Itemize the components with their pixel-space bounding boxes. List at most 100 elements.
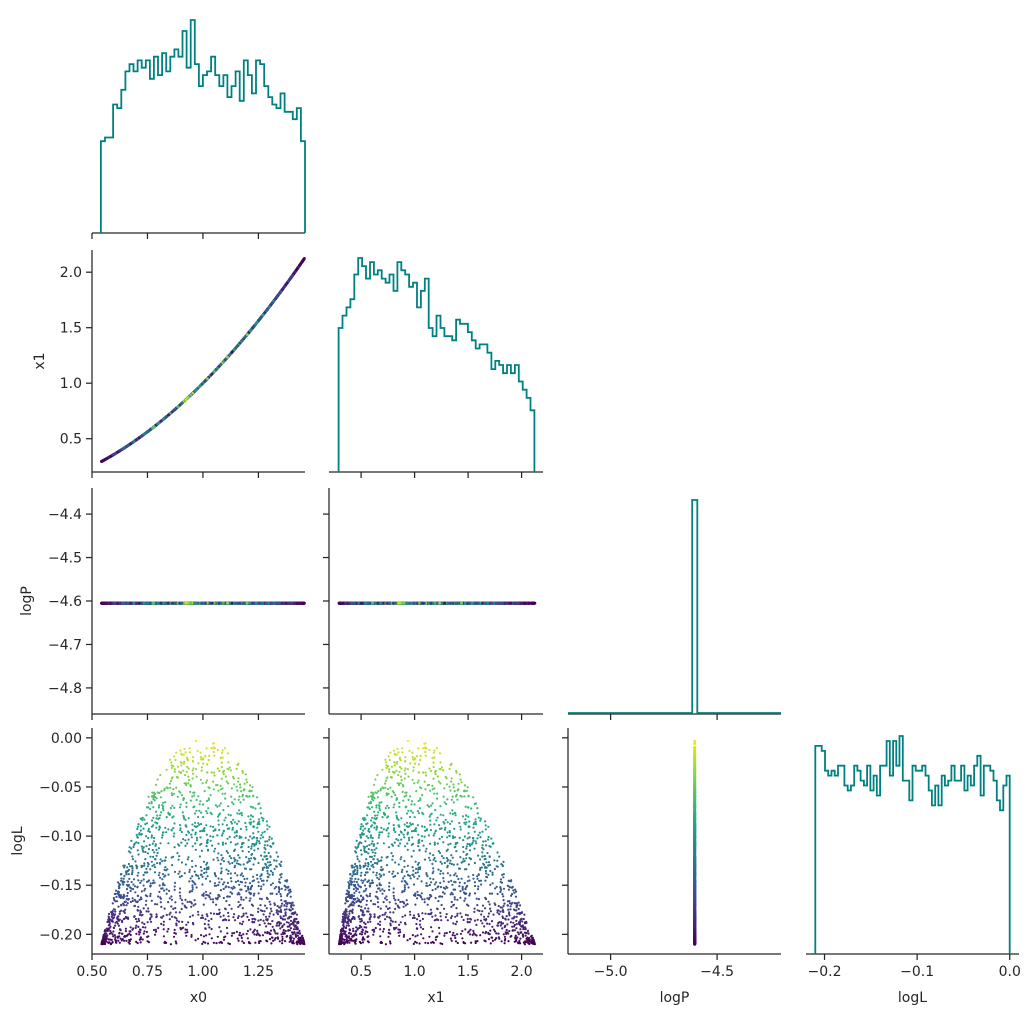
axes-logL-vs-x0	[91, 728, 305, 955]
scatter-point	[193, 389, 197, 393]
scatter-point	[209, 373, 213, 377]
scatter-point	[159, 601, 163, 605]
scatter-point	[167, 601, 170, 605]
scatter-point	[238, 601, 242, 605]
scatter-point	[121, 601, 125, 605]
scatter-point	[293, 601, 297, 605]
scatter-point	[204, 379, 208, 382]
scatter-point	[222, 601, 225, 605]
scatter-point	[252, 601, 256, 605]
scatter-point	[257, 601, 260, 605]
scatter-point	[270, 601, 274, 605]
scatter-point	[142, 433, 146, 436]
scatter-point	[156, 601, 160, 605]
scatter-point	[132, 440, 136, 443]
scatter-point	[282, 601, 286, 605]
scatter-point	[105, 457, 109, 460]
scatter-point	[105, 601, 109, 605]
scatter-point	[159, 419, 163, 423]
scatter-point	[193, 601, 197, 605]
scatter-point	[234, 346, 238, 350]
scatter-point	[201, 382, 204, 386]
axes-layer	[86, 232, 1019, 960]
scatter-point	[180, 601, 184, 605]
scatter-point	[228, 353, 232, 357]
scatter-point	[137, 436, 141, 440]
scatter-point	[230, 350, 234, 354]
scatter-point	[243, 336, 246, 340]
scatter-point	[248, 329, 252, 333]
scatter-point	[259, 601, 263, 605]
scatter-point	[111, 453, 115, 457]
scatter-point	[148, 428, 152, 431]
scatter-point	[145, 431, 148, 434]
scatter-point	[170, 410, 174, 414]
scatter-point	[288, 278, 291, 281]
scatter-point	[102, 601, 106, 605]
scatter-point	[254, 322, 258, 326]
scatter-logP-vs-x1	[337, 601, 537, 605]
scatter-point	[245, 333, 249, 336]
scatter-point	[137, 601, 141, 605]
scatter-point	[295, 268, 298, 272]
scatter-point	[132, 601, 136, 605]
scatter-point	[259, 315, 263, 319]
scatter-point	[209, 601, 213, 605]
scatter-point	[270, 301, 274, 305]
scatter-point	[145, 601, 148, 605]
scatter-point	[257, 319, 260, 322]
scatter-point	[201, 601, 204, 605]
scatter-point	[196, 601, 200, 605]
scatter-point	[126, 444, 130, 447]
scatter-point	[265, 308, 269, 312]
scatter-point	[263, 311, 267, 315]
scatter-point	[180, 401, 184, 405]
scatter-point	[121, 447, 125, 451]
scatter-point	[252, 325, 256, 328]
scatter-point	[293, 270, 297, 274]
scatter-point	[118, 449, 122, 453]
scatter-point	[173, 601, 177, 605]
scatter-point	[288, 601, 291, 605]
scatter-point	[184, 398, 188, 402]
scatter-point	[129, 442, 132, 446]
scatter-point	[277, 601, 281, 605]
scatter-point	[189, 393, 193, 397]
scatter-point	[217, 365, 221, 368]
scatter-logP-vs-x0	[100, 601, 306, 605]
scatter-point	[245, 601, 249, 605]
scatter-point	[282, 286, 286, 290]
scatter-point	[234, 601, 238, 605]
scatter-point	[189, 601, 193, 605]
scatter-point	[301, 259, 304, 263]
scatter-point	[226, 601, 229, 605]
scatter-point	[102, 458, 106, 462]
scatter-point	[204, 601, 208, 605]
axes-logL-vs-logP	[567, 728, 781, 955]
scatter-point	[156, 422, 160, 426]
scatter-point	[111, 601, 115, 605]
axes-logP-vs-x0	[91, 488, 305, 715]
axes-x1-vs-x0	[91, 250, 305, 473]
scatter-point	[142, 601, 146, 605]
scatter-x1-vs-x0	[100, 257, 306, 463]
scatter-point	[217, 601, 221, 605]
scatter-point	[170, 601, 174, 605]
scatter-point	[167, 413, 170, 417]
scatter-point	[126, 601, 130, 605]
scatter-point	[226, 355, 229, 359]
scatter-point	[118, 601, 122, 605]
scatter-point	[222, 360, 225, 364]
scatter-point	[290, 275, 294, 278]
scatter-point	[301, 601, 304, 605]
scatter-point	[184, 601, 188, 605]
scatter-point	[173, 408, 177, 411]
scatter-point	[238, 341, 242, 345]
scatter-point	[196, 386, 200, 390]
marks-layer	[100, 19, 1011, 954]
scatter-point	[275, 295, 279, 299]
scatter-point	[277, 292, 281, 296]
axes-logL-vs-x1	[328, 728, 543, 955]
axes-logP-vs-x1	[328, 488, 543, 715]
